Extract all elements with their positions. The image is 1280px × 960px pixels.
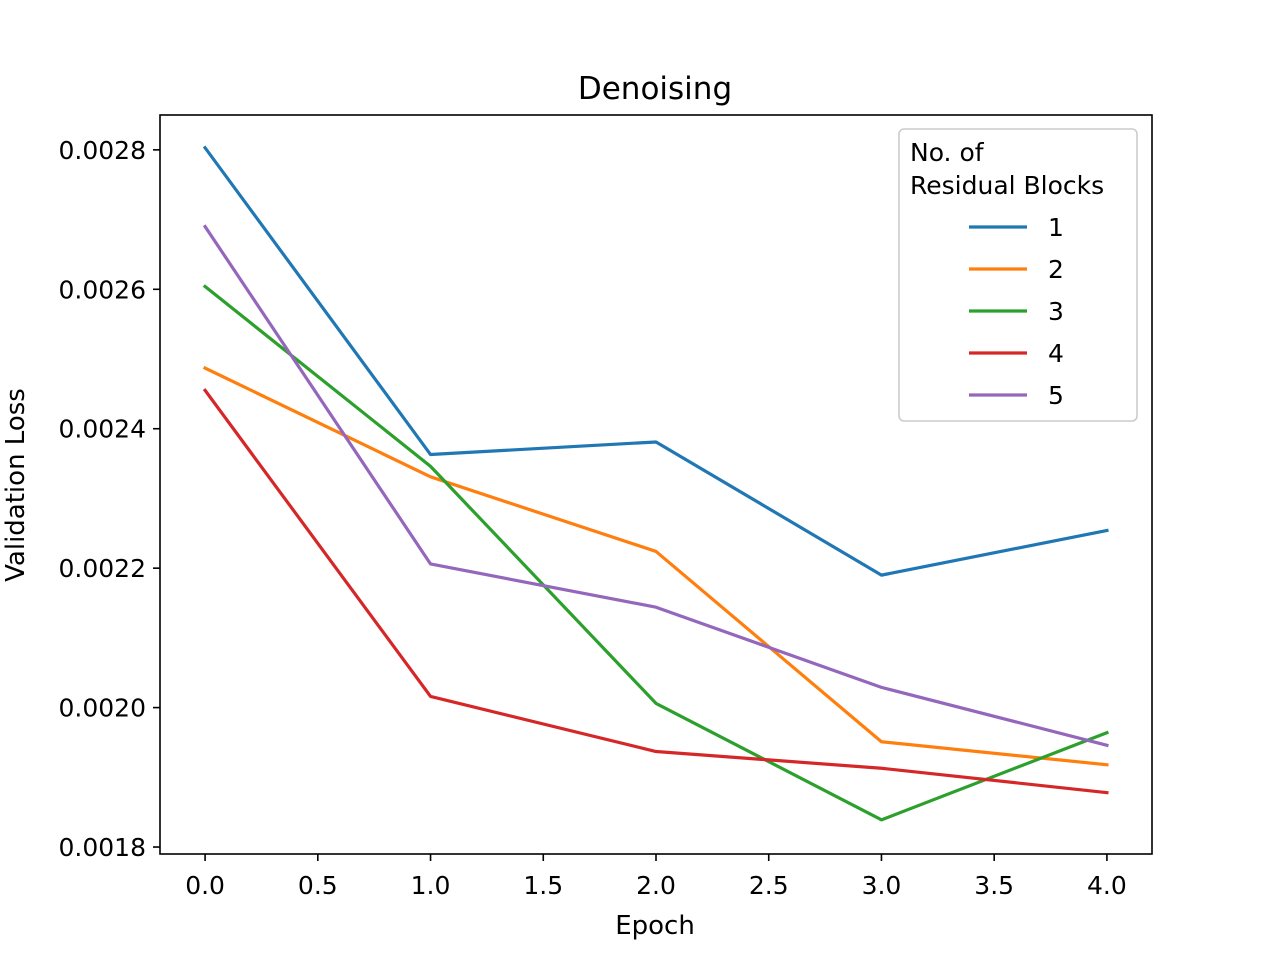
x-tick-label: 1.0: [411, 871, 451, 900]
legend-box: [898, 128, 1138, 422]
legend-label-5: 5: [1048, 381, 1064, 410]
series-line-4: [202, 388, 1109, 795]
y-axis-label: Validation Loss: [1, 388, 31, 582]
legend-label-3: 3: [1048, 297, 1064, 326]
legend-entries: 1 2 3 4 5: [969, 213, 1064, 410]
x-tick-label: 2.5: [749, 871, 789, 900]
series-line-5: [202, 224, 1109, 748]
series-line-2: [202, 365, 1109, 767]
legend-label-1: 1: [1048, 213, 1064, 242]
x-tick-label: 0.5: [298, 871, 338, 900]
legend-label-4: 4: [1048, 339, 1064, 368]
x-axis-label: Epoch: [615, 911, 695, 941]
chart-title: Denoising: [578, 71, 732, 107]
x-tick-label: 4.0: [1087, 871, 1127, 900]
x-tick-label: 1.5: [523, 871, 563, 900]
legend: No. of Residual Blocks 1 2 3 4 5: [898, 128, 1138, 422]
series-lines: [202, 145, 1109, 822]
x-tick-label: 2.0: [636, 871, 676, 900]
legend-title-line1: No. of: [910, 138, 985, 167]
y-tick-label: 0.0026: [59, 275, 146, 304]
series-line-1: [202, 145, 1109, 577]
y-tick-label: 0.0020: [59, 694, 146, 723]
x-tick-label: 0.0: [185, 871, 225, 900]
x-axis-ticks: 0.0 0.5 1.0 1.5 2.0 2.5 3.0 3.5 4.0: [185, 854, 1127, 900]
y-tick-label: 0.0024: [59, 415, 146, 444]
plot-frame: [159, 114, 1153, 855]
legend-label-2: 2: [1048, 255, 1064, 284]
x-tick-label: 3.5: [974, 871, 1014, 900]
series-line-3: [202, 284, 1109, 822]
legend-title-line2: Residual Blocks: [910, 171, 1104, 200]
y-tick-label: 0.0028: [59, 136, 146, 165]
y-tick-label: 0.0022: [59, 554, 146, 583]
y-axis-ticks: 0.0018 0.0020 0.0022 0.0024 0.0026 0.0028: [59, 136, 160, 862]
x-tick-label: 3.0: [862, 871, 902, 900]
y-tick-label: 0.0018: [59, 833, 146, 862]
